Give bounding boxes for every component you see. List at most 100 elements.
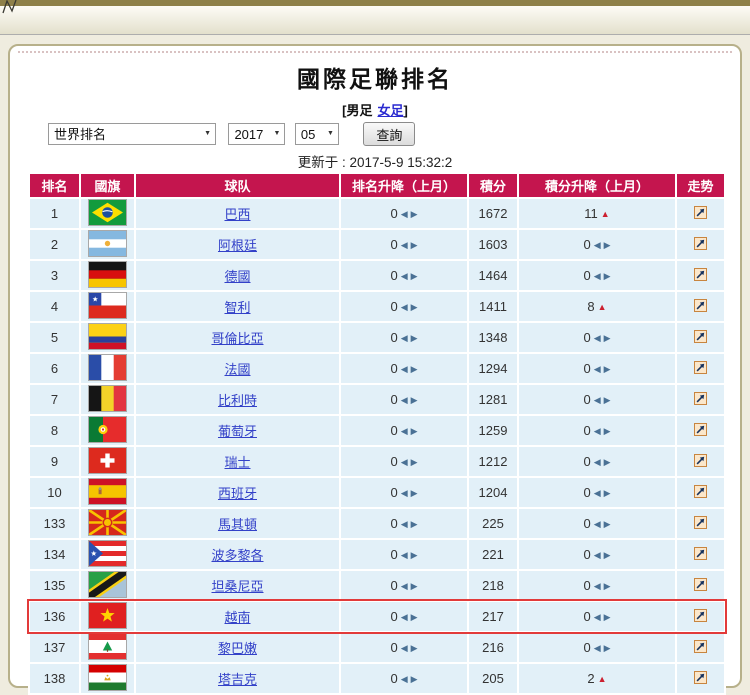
team-link[interactable]: 比利時 [217, 393, 257, 408]
ranking-type-select[interactable]: 世界排名 [48, 123, 216, 145]
table-row: 1 巴西 0 ◀ ▶ 1672 11 ▲ [30, 199, 724, 228]
left-arrow-icon: ◀ [400, 302, 408, 312]
team-link[interactable]: 葡萄牙 [217, 424, 257, 439]
change-value: 0 [583, 392, 591, 407]
team-link[interactable]: 越南 [224, 610, 251, 625]
points-cell: 217 [469, 602, 517, 631]
team-cell: 哥倫比亞 [136, 323, 339, 352]
team-link[interactable]: 馬其頓 [217, 517, 257, 532]
trend-chart-icon[interactable] [694, 639, 707, 653]
team-link[interactable]: 巴西 [224, 207, 251, 222]
rank-cell: 6 [30, 354, 79, 383]
points-cell: 218 [469, 571, 517, 600]
points-cell: 1212 [469, 447, 517, 476]
points-change-cell: 0 ◀ ▶ [519, 416, 675, 445]
points-cell: 205 [469, 664, 517, 693]
rank-cell: 7 [30, 385, 79, 414]
points-cell: 225 [469, 509, 517, 538]
bracket-close: ] [403, 103, 408, 118]
left-arrow-icon: ◀ [593, 395, 601, 405]
trend-cell [677, 447, 724, 476]
year-select[interactable]: 2017 [228, 123, 286, 145]
trend-chart-icon[interactable] [694, 329, 707, 343]
trend-chart-icon[interactable] [694, 577, 707, 591]
team-cell: 智利 [136, 292, 339, 321]
change-value: 0 [390, 299, 398, 314]
trend-chart-icon[interactable] [694, 236, 707, 250]
trend-chart-icon[interactable] [694, 360, 707, 374]
change-value: 0 [583, 485, 591, 500]
trend-chart-icon[interactable] [694, 515, 707, 529]
rank-cell: 10 [30, 478, 79, 507]
rank-change-cell: 0 ◀ ▶ [341, 199, 467, 228]
table-row: 2 阿根廷 0 ◀ ▶ 1603 0 ◀ ▶ [30, 230, 724, 259]
team-link[interactable]: 西班牙 [217, 486, 257, 501]
change-value: 0 [390, 516, 398, 531]
table-row: 10 西班牙 0 ◀ ▶ 1204 0 ◀ ▶ [30, 478, 724, 507]
women-football-link[interactable]: 女足 [377, 103, 404, 118]
germany-flag-icon [88, 261, 127, 288]
change-value: 0 [390, 206, 398, 221]
left-arrow-icon: ◀ [593, 364, 601, 374]
month-select[interactable]: 05 [294, 123, 339, 145]
chile-flag-icon [88, 292, 127, 319]
rank-change-cell: 0 ◀ ▶ [341, 323, 467, 352]
trend-chart-icon[interactable] [694, 453, 707, 467]
trend-chart-icon[interactable] [694, 608, 707, 622]
rank-cell: 1 [30, 199, 79, 228]
points-change-cell: 0 ◀ ▶ [519, 261, 675, 290]
right-arrow-icon: ▶ [410, 395, 418, 405]
team-link[interactable]: 德國 [224, 269, 251, 284]
left-arrow-icon: ◀ [593, 519, 601, 529]
flag-cell [81, 416, 134, 445]
team-link[interactable]: 波多黎各 [211, 548, 264, 563]
team-link[interactable]: 阿根廷 [217, 238, 257, 253]
rank-change-cell: 0 ◀ ▶ [341, 633, 467, 662]
trend-cell [677, 571, 724, 600]
team-link[interactable]: 黎巴嫩 [217, 641, 257, 656]
flag-cell [81, 230, 134, 259]
change-value: 0 [583, 423, 591, 438]
right-arrow-icon: ▶ [603, 364, 611, 374]
trend-chart-icon[interactable] [694, 391, 707, 405]
trend-chart-icon[interactable] [694, 205, 707, 219]
left-arrow-icon: ◀ [400, 240, 408, 250]
change-value: 0 [390, 268, 398, 283]
trend-chart-icon[interactable] [694, 422, 707, 436]
team-link[interactable]: 智利 [224, 300, 251, 315]
rank-cell: 8 [30, 416, 79, 445]
right-arrow-icon: ▶ [410, 364, 418, 374]
flag-cell [81, 478, 134, 507]
rank-cell: 136 [30, 602, 79, 631]
change-value: 0 [390, 454, 398, 469]
change-value: 0 [390, 330, 398, 345]
query-button[interactable]: 查詢 [363, 122, 416, 146]
flag-cell [81, 261, 134, 290]
trend-chart-icon[interactable] [694, 546, 707, 560]
points-change-cell: 11 ▲ [519, 199, 675, 228]
team-link[interactable]: 瑞士 [224, 455, 251, 470]
change-value: 0 [583, 578, 591, 593]
flag-cell [81, 323, 134, 352]
table-row: 135 坦桑尼亞 0 ◀ ▶ 218 0 ◀ ▶ [30, 571, 724, 600]
right-arrow-icon: ▶ [410, 209, 418, 219]
table-row: 133 馬其頓 0 ◀ ▶ 225 0 ◀ ▶ [30, 509, 724, 538]
rank-change-cell: 0 ◀ ▶ [341, 385, 467, 414]
trend-chart-icon[interactable] [694, 267, 707, 281]
right-arrow-icon: ▶ [410, 674, 418, 684]
change-value: 0 [390, 237, 398, 252]
trend-chart-icon[interactable] [694, 484, 707, 498]
trend-chart-icon[interactable] [694, 670, 707, 684]
rank-cell: 134 [30, 540, 79, 569]
right-arrow-icon: ▶ [603, 426, 611, 436]
points-cell: 1464 [469, 261, 517, 290]
table-row: 134 波多黎各 0 ◀ ▶ 221 0 ◀ ▶ [30, 540, 724, 569]
team-link[interactable]: 法國 [224, 362, 251, 377]
rank-change-cell: 0 ◀ ▶ [341, 354, 467, 383]
team-link[interactable]: 坦桑尼亞 [211, 579, 264, 594]
team-link[interactable]: 塔吉克 [217, 672, 257, 687]
updated-timestamp: 更新于 : 2017-5-9 15:32:2 [297, 155, 453, 170]
trend-chart-icon[interactable] [694, 298, 707, 312]
team-link[interactable]: 哥倫比亞 [211, 331, 264, 346]
flag-cell [81, 633, 134, 662]
